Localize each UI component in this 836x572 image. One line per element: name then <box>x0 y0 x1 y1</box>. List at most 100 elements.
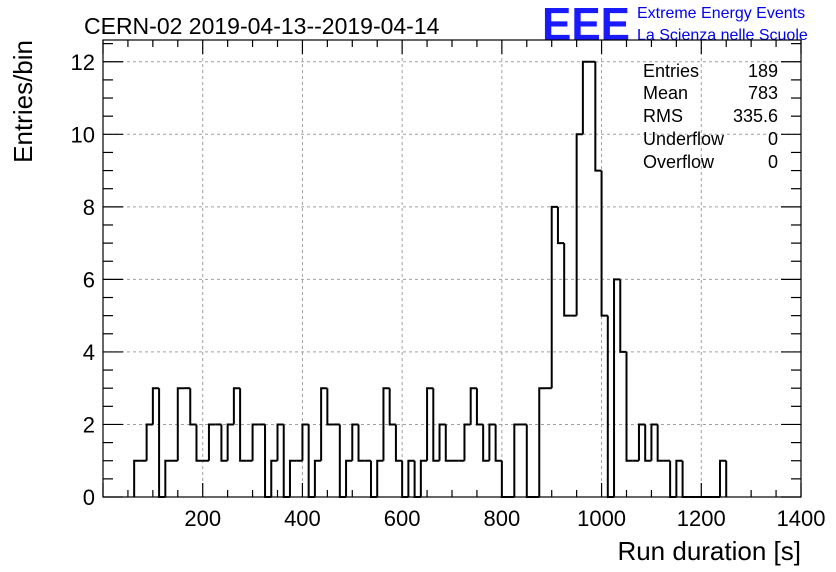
histogram-bin-81 <box>637 423 646 461</box>
histogram-bin-72 <box>581 60 590 135</box>
histogram-bin-59 <box>500 460 509 498</box>
logo-line-1: Extreme Energy Events <box>637 5 805 22</box>
histogram-bin-34 <box>345 459 353 497</box>
grid-lines <box>103 40 801 497</box>
histogram-bin-61 <box>513 423 521 497</box>
histogram-bin-42 <box>394 424 403 462</box>
x-tick-label-600: 600 <box>384 506 421 531</box>
histogram-bin-5 <box>164 459 172 497</box>
histogram-bin-12 <box>207 423 216 461</box>
histogram-bin-2 <box>145 423 153 461</box>
histogram-bin-25 <box>288 459 297 497</box>
histogram-bin-50 <box>444 424 452 462</box>
stats-row-0: Entries 189 <box>643 61 778 81</box>
histogram-bin-84 <box>656 424 664 462</box>
stats-value-rms: 335.6 <box>733 106 778 126</box>
stats-row-4: Overflow 0 <box>643 152 778 172</box>
x-tick-label-1400: 1400 <box>777 506 826 531</box>
histogram-bin-23 <box>276 423 284 461</box>
x-axis-label: Run duration [s] <box>617 536 801 566</box>
histogram-bin-16 <box>232 387 241 425</box>
histogram-bin-78 <box>619 279 627 353</box>
stats-row-3: Underflow 0 <box>643 129 778 149</box>
histogram-bin-30 <box>320 387 328 461</box>
histogram-bin-65 <box>538 387 546 497</box>
stats-label-underflow: Underflow <box>643 129 725 149</box>
histogram-bin-36 <box>357 424 365 462</box>
logo-mark: EEE <box>542 0 630 50</box>
stats-value-underflow: 0 <box>768 129 778 149</box>
histogram-bin-88 <box>681 460 689 498</box>
x-axis-ticks: 200 400 600 800 1000 1200 1400 <box>102 40 826 531</box>
y-tick-label-2: 2 <box>83 412 95 437</box>
stats-box: Entries 189 Mean 783 RMS 335.6 Underflow… <box>643 61 778 172</box>
histogram-bin-57 <box>488 423 496 461</box>
plot-frame-rect <box>102 39 802 498</box>
histogram-bin-31 <box>326 388 334 426</box>
stats-label-entries: Entries <box>643 61 699 81</box>
histogram-bin-82 <box>644 424 652 462</box>
stats-value-mean: 783 <box>748 83 778 103</box>
histogram-bin-87 <box>675 459 683 497</box>
histogram-bin-63 <box>525 424 534 498</box>
eee-logo: EEE Extreme Energy Events La Scienza nel… <box>542 0 808 50</box>
x-tick-label-800: 800 <box>483 506 520 531</box>
histogram-bin-68 <box>556 206 565 245</box>
histogram-bin-10 <box>195 424 203 462</box>
plot-frame <box>102 39 802 498</box>
x-tick-label-1000: 1000 <box>577 506 626 531</box>
x-tick-label-200: 200 <box>184 506 221 531</box>
histogram-bin-56 <box>482 424 490 462</box>
histogram-bin-48 <box>432 388 440 462</box>
histogram-bin-58 <box>494 424 502 462</box>
x-tick-label-400: 400 <box>284 506 321 531</box>
histogram-bin-0 <box>133 459 141 497</box>
chart-title: CERN-02 2019-04-13--2019-04-14 <box>84 13 440 39</box>
logo-line-2: La Scienza nelle Scuole <box>637 27 808 44</box>
stats-row-2: RMS 335.6 <box>643 106 778 126</box>
histogram-bin-41 <box>388 388 396 426</box>
histogram-bin-17 <box>239 388 247 462</box>
stats-label-rms: RMS <box>643 106 683 126</box>
stats-value-overflow: 0 <box>768 152 778 172</box>
histogram-bin-53 <box>463 423 471 461</box>
histogram-bin-69 <box>563 243 571 317</box>
histogram-bin-29 <box>313 459 322 497</box>
histogram-bin-54 <box>469 387 477 425</box>
y-tick-label-12: 12 <box>71 50 95 75</box>
histogram-bin-79 <box>625 351 633 462</box>
x-tick-label-1200: 1200 <box>677 506 726 531</box>
histogram-bin-15 <box>226 423 234 461</box>
y-tick-label-0: 0 <box>83 485 95 510</box>
histogram-bin-71 <box>575 133 583 316</box>
histogram-bin-55 <box>475 388 484 426</box>
histogram-bin-39 <box>376 459 384 497</box>
y-tick-label-4: 4 <box>83 340 95 365</box>
histogram-bin-19 <box>251 423 259 461</box>
histogram-bin-47 <box>426 387 434 461</box>
histogram-bin-27 <box>301 423 309 461</box>
y-tick-label-10: 10 <box>71 122 95 147</box>
stats-value-entries: 189 <box>748 61 778 81</box>
y-tick-label-6: 6 <box>83 267 95 292</box>
histogram-bin-35 <box>351 423 359 461</box>
histogram-bin-44 <box>407 459 415 497</box>
y-axis-label: Entries/bin <box>8 40 38 163</box>
histogram-bin-7 <box>176 387 185 461</box>
histogram-bin-14 <box>220 424 228 462</box>
histogram-bin-22 <box>270 459 278 497</box>
stats-label-overflow: Overflow <box>643 152 715 172</box>
histogram-bin-40 <box>382 387 390 461</box>
histogram-bin-83 <box>650 423 658 461</box>
histogram-bin-67 <box>550 205 558 389</box>
histogram-bin-3 <box>151 387 160 425</box>
stats-row-1: Mean 783 <box>643 83 778 103</box>
histogram-bin-94 <box>718 459 727 497</box>
histogram-bin-49 <box>438 423 446 461</box>
histogram-bin-75 <box>600 170 608 317</box>
stats-label-mean: Mean <box>643 83 688 103</box>
y-axis-ticks: 0 2 4 6 8 10 12 <box>71 43 801 510</box>
histogram-bin-9 <box>189 388 197 426</box>
histogram-bin-77 <box>613 278 621 497</box>
